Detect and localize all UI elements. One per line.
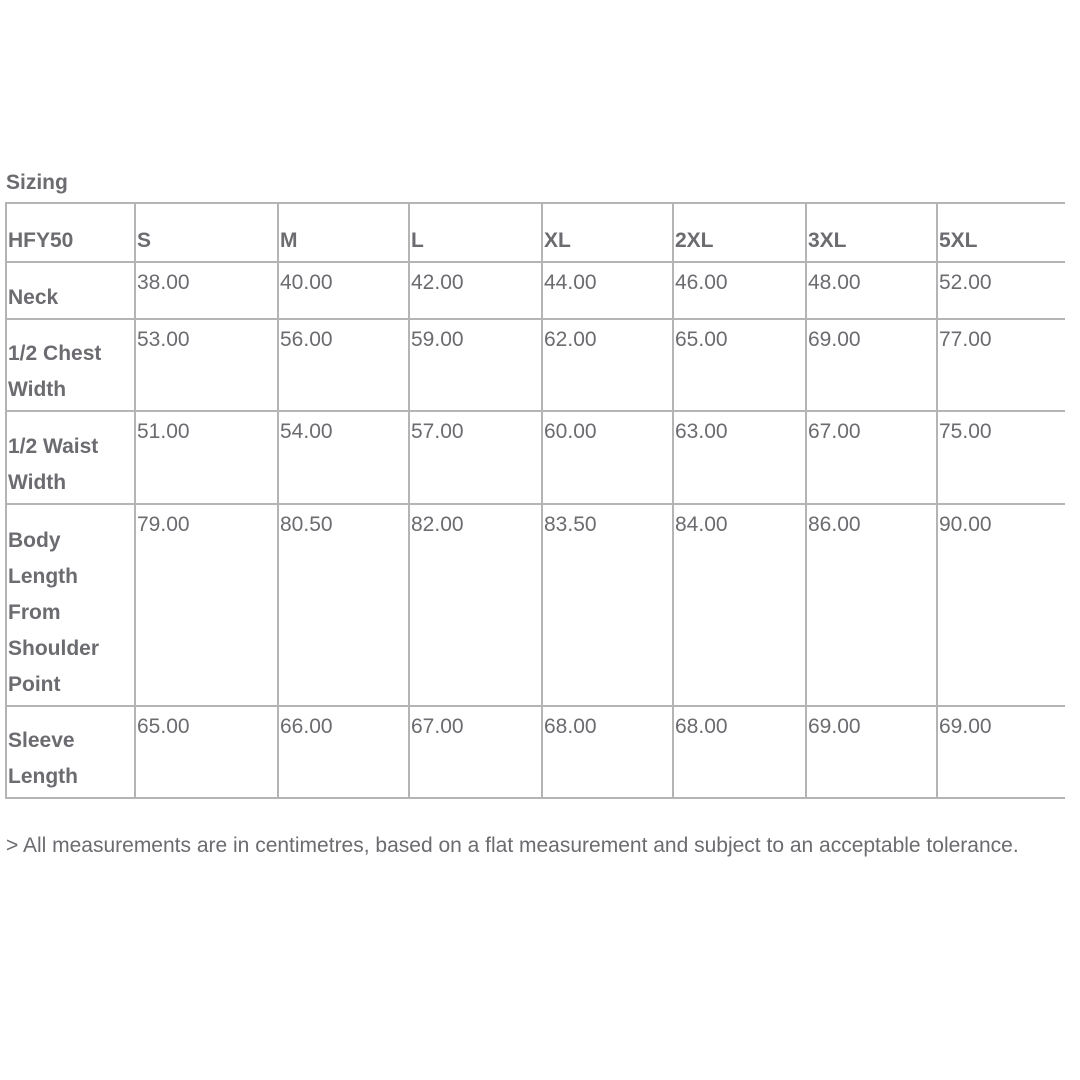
measurement-cell: 44.00 [541,261,674,320]
measurement-cell: 68.00 [541,705,674,799]
table-row: 1/2 Waist Width 51.00 54.00 57.00 60.00 63.00… [5,410,1065,505]
measurement-cell: 90.00 [936,503,1065,707]
measurement-cell: 66.00 [277,705,410,799]
measurement-cell: 63.00 [672,410,807,505]
measurement-cell: 68.00 [672,705,807,799]
size-header: XL [541,202,674,263]
size-header: 2XL [672,202,807,263]
measurement-cell: 54.00 [277,410,410,505]
table-row: Sleeve Length 65.00 66.00 67.00 68.00 68.00 69… [5,705,1065,799]
measurement-cell: 65.00 [134,705,279,799]
size-header: 3XL [805,202,938,263]
measurement-cell: 83.50 [541,503,674,707]
measurement-cell: 62.00 [541,318,674,412]
measurement-cell: 42.00 [408,261,543,320]
table-row: 1/2 Chest Width 53.00 56.00 59.00 62.00 65.00… [5,318,1065,412]
row-label: 1/2 Waist Width [5,410,136,505]
measurement-cell: 79.00 [134,503,279,707]
section-title: Sizing [6,171,68,194]
measurement-cell: 77.00 [936,318,1065,412]
measurement-cell: 65.00 [672,318,807,412]
table-row: Neck 38.00 40.00 42.00 44.00 46.00 48.00 52.00 [5,261,1065,320]
measurement-cell: 46.00 [672,261,807,320]
measurement-cell: 67.00 [805,410,938,505]
sizing-table-wrapper: HFY50 S M L XL 2XL 3XL 5XL Neck 38.00 40.00 42.00 44… [5,202,1065,799]
measurement-cell: 69.00 [805,318,938,412]
measurement-cell: 48.00 [805,261,938,320]
measurement-cell: 86.00 [805,503,938,707]
measurement-cell: 38.00 [134,261,279,320]
size-header: 5XL [936,202,1065,263]
measurement-cell: 67.00 [408,705,543,799]
measurement-cell: 59.00 [408,318,543,412]
size-header: S [134,202,279,263]
measurement-cell: 69.00 [805,705,938,799]
measurement-cell: 69.00 [936,705,1065,799]
measurement-cell: 40.00 [277,261,410,320]
measurement-cell: 84.00 [672,503,807,707]
measurement-cell: 56.00 [277,318,410,412]
measurement-cell: 52.00 [936,261,1065,320]
row-label: Body Length From Shoulder Point [5,503,136,707]
measurement-cell: 51.00 [134,410,279,505]
row-label: Sleeve Length [5,705,136,799]
header-row: HFY50 S M L XL 2XL 3XL 5XL [5,202,1065,263]
size-header: L [408,202,543,263]
row-label: 1/2 Chest Width [5,318,136,412]
measurement-cell: 80.50 [277,503,410,707]
measurement-cell: 82.00 [408,503,543,707]
measurement-cell: 60.00 [541,410,674,505]
measurement-cell: 53.00 [134,318,279,412]
measurement-cell: 57.00 [408,410,543,505]
size-header: M [277,202,410,263]
measurement-cell: 75.00 [936,410,1065,505]
sizing-table: HFY50 S M L XL 2XL 3XL 5XL Neck 38.00 40.00 42.00 44… [5,202,1065,799]
measurement-note: > All measurements are in centimetres, b… [6,834,1019,857]
table-row: Body Length From Shoulder Point 79.00 80.5… [5,503,1065,707]
row-label: Neck [5,261,136,320]
style-code-header: HFY50 [5,202,136,263]
